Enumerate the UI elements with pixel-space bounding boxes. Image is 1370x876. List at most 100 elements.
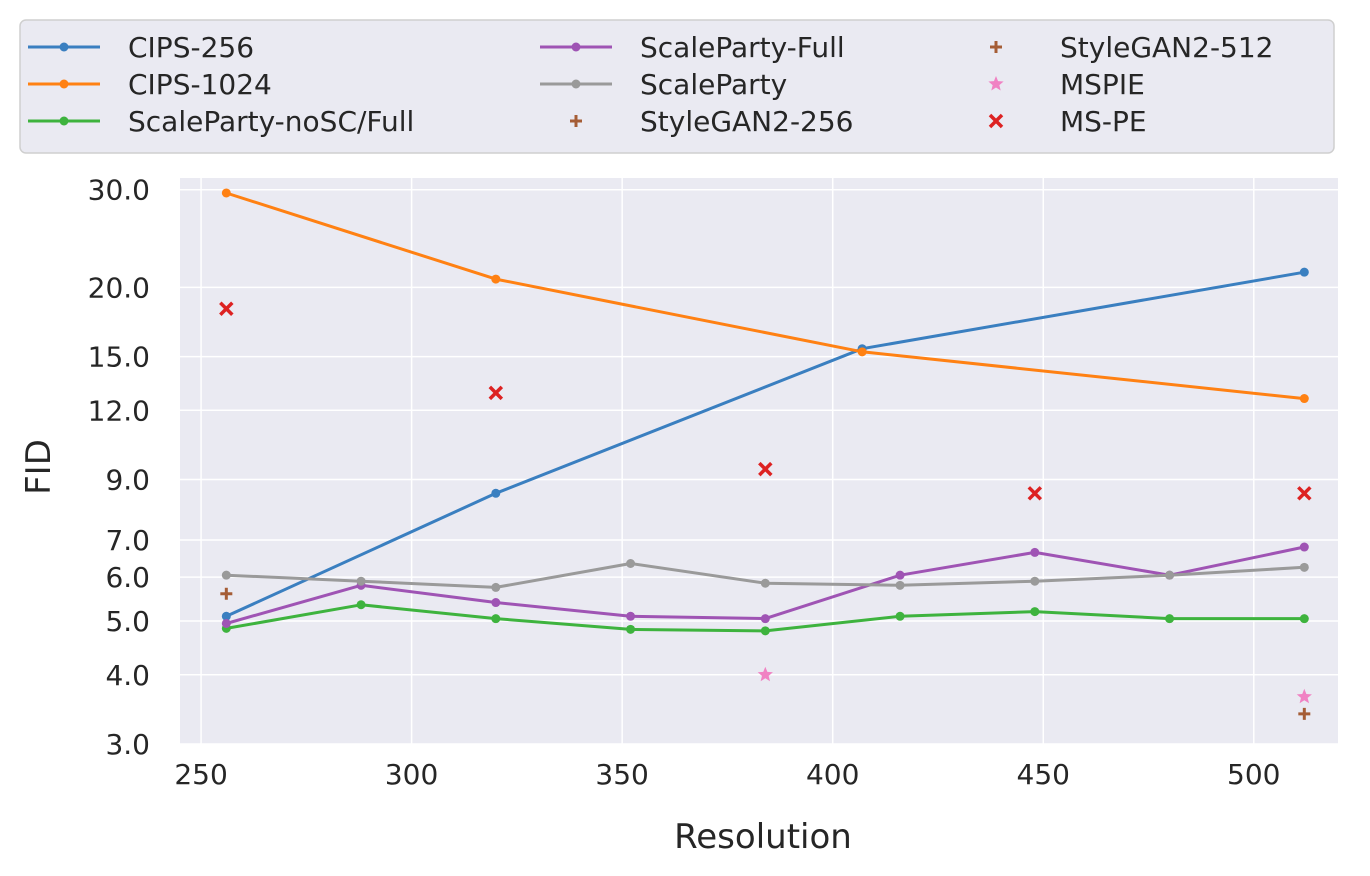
data-point <box>895 611 905 621</box>
data-point <box>1299 394 1309 404</box>
legend-label: CIPS-256 <box>128 31 254 64</box>
x-axis-label: Resolution <box>674 817 852 857</box>
marker-stroke <box>219 301 234 316</box>
legend-label: ScaleParty-noSC/Full <box>128 105 414 138</box>
data-point <box>491 582 501 592</box>
legend-marker <box>59 42 69 52</box>
data-point <box>221 188 231 198</box>
plot-area <box>180 178 1338 744</box>
y-tick-label: 20.0 <box>88 271 150 304</box>
data-point <box>1299 562 1309 572</box>
legend-entry: ScaleParty <box>540 68 787 101</box>
data-point <box>895 570 905 580</box>
series-layer <box>219 188 1312 720</box>
data-point <box>1165 614 1175 624</box>
legend-entry: ScaleParty-noSC/Full <box>28 105 414 138</box>
data-point <box>857 347 867 357</box>
tick-labels: 250 300 350 400 450 500 3.0 4.0 5.0 6.0 7.0 9.0 12.0… <box>88 174 1281 791</box>
legend-label: MS-PE <box>1060 105 1147 138</box>
legend-marker <box>571 42 581 52</box>
data-point <box>220 587 233 600</box>
legend-marker <box>59 79 69 89</box>
series-mspie <box>757 666 1312 704</box>
data-point <box>757 666 773 682</box>
legend-entry: MSPIE <box>988 68 1145 101</box>
series-stylegan2-256 <box>220 587 233 600</box>
legend-marker <box>988 113 1004 129</box>
y-tick-label: 3.0 <box>105 728 150 761</box>
data-point <box>1296 688 1312 704</box>
data-point <box>1299 614 1309 624</box>
legend-marker <box>990 41 1002 53</box>
y-tick-label: 5.0 <box>105 605 150 638</box>
y-tick-label: 4.0 <box>105 659 150 692</box>
data-point <box>221 618 231 628</box>
x-tick-label: 300 <box>385 758 438 791</box>
marker-stroke <box>1027 486 1043 501</box>
legend-entry: CIPS-256 <box>28 31 254 64</box>
y-tick-label: 9.0 <box>105 464 150 497</box>
legend-box <box>19 19 1335 154</box>
legend-label: StyleGAN2-512 <box>1060 31 1274 64</box>
marker-stroke <box>988 113 1004 129</box>
y-tick-label: 12.0 <box>88 394 150 427</box>
data-point <box>491 274 501 284</box>
legend-label: ScaleParty <box>640 68 787 101</box>
legend-entry: StyleGAN2-256 <box>570 105 854 138</box>
legend-entry: StyleGAN2-512 <box>990 31 1274 64</box>
data-point <box>356 600 366 610</box>
data-point <box>760 626 770 636</box>
series-line <box>225 270 1305 618</box>
data-point <box>1297 486 1312 501</box>
y-tick-label: 6.0 <box>105 561 150 594</box>
data-point <box>1027 486 1043 501</box>
x-tick-label: 500 <box>1227 758 1280 791</box>
legend-label: MSPIE <box>1060 68 1145 101</box>
marker-stroke <box>1297 486 1312 501</box>
legend-entry: MS-PE <box>988 105 1147 138</box>
legend-label: CIPS-1024 <box>128 68 272 101</box>
x-tick-label: 350 <box>595 758 648 791</box>
x-tick-label: 250 <box>174 758 227 791</box>
data-point <box>1030 576 1040 586</box>
series-line <box>225 191 1305 401</box>
data-point <box>491 488 501 498</box>
legend-marker <box>988 76 1004 91</box>
data-point <box>221 570 231 580</box>
series-cips-1024 <box>221 188 1309 404</box>
legend-entry: ScaleParty-Full <box>540 31 845 64</box>
y-axis-label: FID <box>19 439 59 495</box>
y-tick-label: 7.0 <box>105 524 150 557</box>
data-point <box>491 614 501 624</box>
data-point <box>626 559 636 569</box>
series-scaleparty-nosc-full <box>221 600 1309 636</box>
legend: CIPS-256 CIPS-1024 ScaleParty-noSC/Full Sca… <box>19 19 1335 154</box>
data-point <box>1299 542 1309 552</box>
marker-stroke <box>488 385 504 401</box>
legend-entry: CIPS-1024 <box>28 68 272 101</box>
legend-marker <box>59 116 69 126</box>
x-tick-label: 400 <box>806 758 859 791</box>
x-tick-label: 450 <box>1017 758 1070 791</box>
data-point <box>626 624 636 634</box>
data-point <box>895 580 905 590</box>
data-point <box>760 578 770 588</box>
data-point <box>488 385 504 401</box>
series-scaleparty <box>221 559 1309 592</box>
y-tick-label: 30.0 <box>88 174 150 207</box>
legend-marker <box>570 115 582 127</box>
data-point <box>1298 707 1311 720</box>
data-point <box>491 598 501 608</box>
data-point <box>760 614 770 624</box>
data-point <box>626 611 636 621</box>
data-point <box>219 301 234 316</box>
series-ms-pe <box>219 301 1312 501</box>
legend-marker <box>571 79 581 89</box>
data-point <box>356 576 366 586</box>
series-stylegan2-512 <box>1298 707 1311 720</box>
legend-label: ScaleParty-Full <box>640 31 845 64</box>
data-point <box>1299 267 1309 277</box>
data-point <box>1165 570 1175 580</box>
y-tick-label: 15.0 <box>88 341 150 374</box>
